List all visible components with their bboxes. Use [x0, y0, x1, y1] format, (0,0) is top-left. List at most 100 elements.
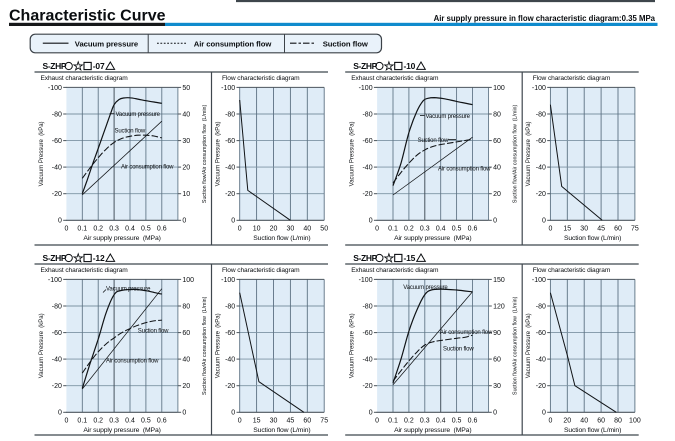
svg-text:S-ZHP: S-ZHP: [43, 61, 67, 71]
svg-text:Vacuum Pressure (kPa): Vacuum Pressure (kPa): [39, 313, 45, 378]
svg-text:0.3: 0.3: [109, 226, 119, 233]
svg-text:10: 10: [253, 226, 261, 233]
svg-text:0.6: 0.6: [157, 418, 167, 425]
svg-text:Vacuum pressure: Vacuum pressure: [106, 286, 151, 292]
svg-text:Suction flow: Suction flow: [323, 39, 368, 48]
svg-text:0: 0: [182, 410, 186, 417]
svg-text:-40: -40: [536, 165, 546, 172]
svg-text:-60: -60: [362, 330, 372, 337]
svg-text:Exhaust characteristic diagram: Exhaust characteristic diagram: [41, 75, 129, 82]
svg-text:80: 80: [493, 111, 501, 118]
svg-text:-60: -60: [225, 330, 235, 337]
svg-text:0.5: 0.5: [141, 226, 151, 233]
svg-text:20: 20: [270, 226, 278, 233]
svg-text:Suction flow/Air consumption f: Suction flow/Air consumption flow (L/min…: [202, 296, 208, 395]
svg-text:0.2: 0.2: [404, 418, 414, 425]
svg-text:0.3: 0.3: [420, 418, 430, 425]
svg-text:150: 150: [493, 277, 505, 284]
svg-text:0: 0: [548, 418, 552, 425]
svg-text:-10: -10: [404, 61, 416, 71]
svg-text:-20: -20: [225, 191, 235, 198]
svg-text:-100: -100: [359, 85, 373, 92]
svg-text:80: 80: [614, 418, 622, 425]
svg-text:0.6: 0.6: [157, 226, 167, 233]
svg-text:100: 100: [493, 85, 505, 92]
svg-text:40: 40: [580, 418, 588, 425]
svg-text:0: 0: [231, 410, 235, 417]
svg-text:120: 120: [493, 303, 505, 310]
svg-text:Air supply pressure (MPa): Air supply pressure (MPa): [394, 427, 471, 434]
svg-text:75: 75: [320, 418, 328, 425]
svg-text:0: 0: [493, 410, 497, 417]
svg-text:0: 0: [182, 218, 186, 225]
svg-text:-80: -80: [536, 111, 546, 118]
svg-text:-20: -20: [52, 383, 62, 390]
svg-text:Flow characteristic diagram: Flow characteristic diagram: [533, 75, 611, 82]
svg-text:-40: -40: [536, 357, 546, 364]
svg-text:S-ZHP: S-ZHP: [353, 61, 377, 71]
svg-text:100: 100: [182, 277, 194, 284]
svg-text:-40: -40: [225, 357, 235, 364]
svg-text:0.3: 0.3: [109, 418, 119, 425]
svg-text:Exhaust characteristic diagram: Exhaust characteristic diagram: [41, 267, 129, 274]
svg-text:-20: -20: [362, 383, 372, 390]
svg-text:-80: -80: [362, 303, 372, 310]
svg-text:-40: -40: [225, 165, 235, 172]
svg-text:60: 60: [182, 330, 190, 337]
svg-text:-60: -60: [52, 330, 62, 337]
svg-text:-100: -100: [48, 85, 62, 92]
svg-text:S-ZHP: S-ZHP: [353, 253, 377, 263]
svg-text:40: 40: [493, 165, 501, 172]
svg-text:40: 40: [303, 226, 311, 233]
svg-text:0.3: 0.3: [420, 226, 430, 233]
svg-text:Suction flow/Air consumption f: Suction flow/Air consumption flow (L/min…: [513, 105, 519, 204]
svg-text:0: 0: [231, 218, 235, 225]
svg-text:75: 75: [631, 226, 639, 233]
svg-text:0.6: 0.6: [468, 418, 478, 425]
svg-text:-80: -80: [52, 303, 62, 310]
svg-text:Suction flow: Suction flow: [443, 347, 474, 353]
svg-text:Vacuum Pressure (kPa): Vacuum Pressure (kPa): [39, 121, 45, 186]
svg-text:S-ZHP: S-ZHP: [43, 253, 67, 263]
svg-text:0.1: 0.1: [388, 226, 398, 233]
svg-text:0: 0: [64, 418, 68, 425]
svg-text:Vacuum Pressure (kPa): Vacuum Pressure (kPa): [216, 313, 222, 378]
svg-text:Vacuum Pressure (kPa): Vacuum Pressure (kPa): [216, 121, 222, 186]
svg-text:-15: -15: [404, 253, 416, 263]
svg-text:-60: -60: [52, 138, 62, 145]
svg-text:-40: -40: [52, 357, 62, 364]
svg-text:0.1: 0.1: [388, 418, 398, 425]
svg-text:Suction flow: Suction flow: [138, 329, 169, 335]
svg-text:-80: -80: [225, 303, 235, 310]
svg-text:-40: -40: [362, 357, 372, 364]
svg-text:-20: -20: [362, 191, 372, 198]
svg-text:30: 30: [182, 138, 190, 145]
svg-text:Suction flow: Suction flow: [418, 138, 449, 144]
svg-text:0: 0: [369, 410, 373, 417]
svg-text:-20: -20: [52, 191, 62, 198]
svg-text:Exhaust characteristic diagram: Exhaust characteristic diagram: [351, 267, 439, 274]
svg-text:0: 0: [58, 410, 62, 417]
svg-text:0.2: 0.2: [93, 226, 103, 233]
svg-text:20: 20: [493, 191, 501, 198]
svg-text:40: 40: [182, 111, 190, 118]
svg-text:Exhaust characteristic diagram: Exhaust characteristic diagram: [351, 75, 439, 82]
svg-text:-20: -20: [536, 383, 546, 390]
svg-text:-100: -100: [359, 277, 373, 284]
svg-text:80: 80: [182, 303, 190, 310]
svg-text:30: 30: [580, 226, 588, 233]
svg-text:0: 0: [375, 226, 379, 233]
svg-text:Air consumption flow: Air consumption flow: [438, 166, 491, 172]
svg-text:-100: -100: [48, 277, 62, 284]
svg-text:0: 0: [238, 226, 242, 233]
svg-text:-60: -60: [362, 138, 372, 145]
svg-text:0: 0: [369, 218, 373, 225]
svg-text:45: 45: [597, 226, 605, 233]
svg-text:-12: -12: [93, 253, 105, 263]
svg-text:Suction flow (L/min): Suction flow (L/min): [564, 235, 621, 242]
svg-text:Suction flow (L/min): Suction flow (L/min): [564, 427, 621, 434]
svg-text:-100: -100: [221, 85, 235, 92]
svg-text:Air supply pressure in flow ch: Air supply pressure in flow characterist…: [434, 14, 656, 23]
svg-text:-60: -60: [225, 138, 235, 145]
svg-text:60: 60: [597, 418, 605, 425]
